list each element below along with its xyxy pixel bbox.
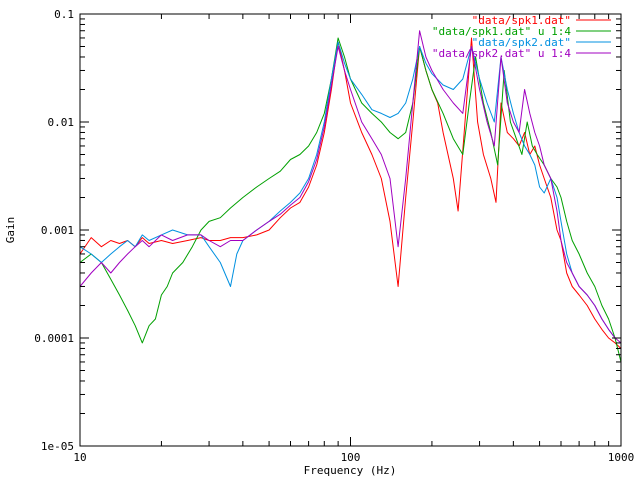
legend-label: "data/spk2.dat" u 1:4 [432,47,571,60]
y-tick-label: 0.001 [41,224,74,237]
legend-label: "data/spk1.dat" [472,14,571,27]
y-tick-label: 1e-05 [41,440,74,453]
y-tick-label: 0.01 [48,116,75,129]
legend: "data/spk1.dat""data/spk1.dat" u 1:4"dat… [432,14,611,60]
series-line-1 [79,37,622,349]
series-line-3 [79,41,621,339]
series-layer [79,30,622,363]
y-tick-label: 0.0001 [34,332,74,345]
legend-label: "data/spk2.dat" [472,36,571,49]
series-line-2 [79,37,622,363]
y-tick-label: 0.1 [54,8,74,21]
x-axis: 10 100 1000 [73,14,634,464]
series-line-4 [79,30,622,344]
x-axis-label: Frequency (Hz) [304,464,397,477]
x-tick-label: 10 [73,451,86,464]
y-axis: 1e-05 0.0001 0.001 0.01 0.1 [34,8,621,453]
y-axis-label: Gain [4,217,17,244]
x-tick-label: 1000 [608,451,635,464]
legend-label: "data/spk1.dat" u 1:4 [432,25,571,38]
x-tick-label: 100 [341,451,361,464]
